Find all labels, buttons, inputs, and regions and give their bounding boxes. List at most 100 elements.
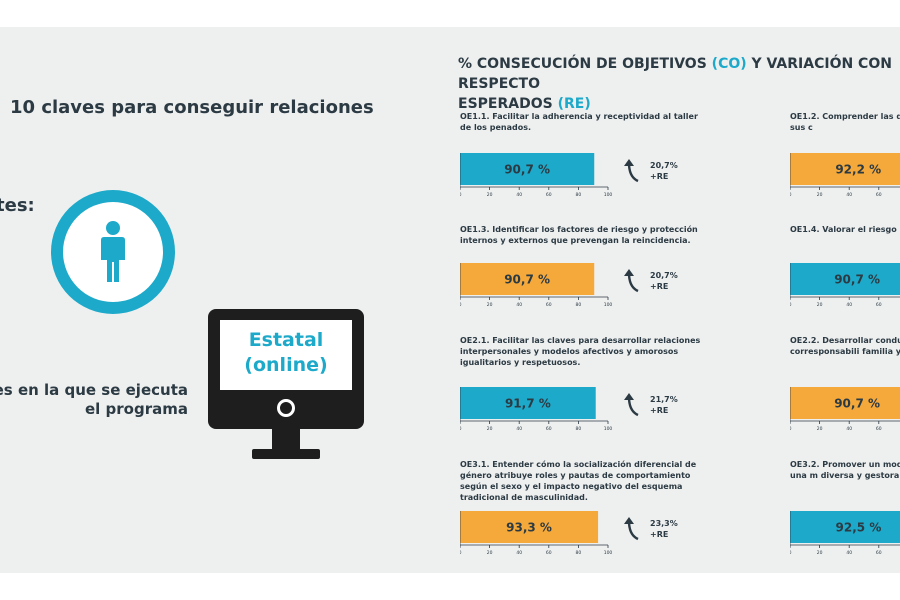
tick-label: 20 bbox=[817, 550, 823, 556]
tick-label: 0 bbox=[790, 192, 792, 198]
title-co: (CO) bbox=[711, 56, 747, 72]
tick-label: 40 bbox=[516, 302, 522, 308]
tick-label: 0 bbox=[790, 302, 792, 308]
power-button-icon bbox=[277, 399, 295, 417]
objective-bar-chart: 02040608010090,7 % bbox=[460, 153, 613, 198]
objective-bar bbox=[460, 387, 596, 419]
tick-label: 60 bbox=[876, 426, 882, 432]
objective-bar-chart: 02040608010092,5 % bbox=[790, 511, 900, 556]
re-percentage: 20,7% bbox=[650, 271, 678, 280]
tick-label: 20 bbox=[817, 192, 823, 198]
objective-label: OE1.4. Valorar el riesgo de re transcurs… bbox=[790, 225, 900, 234]
objective-card: OE3.2. Promover un modelo d actitudinal … bbox=[790, 459, 900, 573]
objective-card: OE2.1. Facilitar las claves para desarro… bbox=[460, 335, 710, 455]
tick-label: 40 bbox=[846, 426, 852, 432]
objective-bar-chart: 0 20 40 60 80 100 93,3 % bbox=[460, 511, 612, 556]
modality-label-line1: nes en la que se ejecuta bbox=[0, 381, 188, 399]
objective-card: OE1.3. Identificar los factores de riesg… bbox=[460, 224, 710, 344]
bar-value-label: 92,5 % bbox=[836, 521, 882, 535]
curved-arrow-icon bbox=[624, 269, 639, 293]
bar-value-label: 93,3 % bbox=[506, 521, 552, 535]
tick-label: 60 bbox=[546, 192, 552, 198]
tick-label: 80 bbox=[576, 550, 582, 556]
monitor-icon: Estatal (online) bbox=[208, 309, 364, 429]
objective-bar bbox=[460, 153, 595, 185]
participants-label: tes: bbox=[0, 195, 35, 216]
tick-label: 60 bbox=[546, 550, 552, 556]
objective-bar-chart: 02040608010090,7 % bbox=[790, 387, 900, 432]
title-re: (RE) bbox=[557, 96, 591, 112]
title-part1: % CONSECUCIÓN DE OBJETIVOS bbox=[458, 56, 712, 72]
tick-label: 40 bbox=[516, 192, 522, 198]
objective-bar bbox=[790, 387, 900, 419]
curved-arrow-icon bbox=[624, 517, 639, 541]
tick-label: 0 bbox=[460, 426, 462, 432]
tick-label: 80 bbox=[576, 192, 582, 198]
re-percentage: 23,3% bbox=[650, 519, 678, 528]
tick-label: 100 bbox=[604, 192, 613, 198]
tick-label: 60 bbox=[546, 426, 552, 432]
screen-text-line1: Estatal bbox=[248, 329, 324, 351]
monitor-base bbox=[252, 449, 320, 459]
tick-label: 20 bbox=[487, 302, 493, 308]
title-part3: ESPERADOS bbox=[458, 96, 558, 112]
objective-bar bbox=[790, 263, 900, 295]
objective-label: OE1.3. Identificar los factores de riesg… bbox=[460, 225, 698, 245]
curved-arrow-icon bbox=[624, 393, 639, 417]
infographic-slide: 10 claves para conseguir relaciones tes:… bbox=[0, 27, 900, 573]
objective-label: OE3.2. Promover un modelo d actitudinal … bbox=[790, 460, 900, 480]
tick-label: 0 bbox=[460, 302, 462, 308]
screen-text-line2: (online) bbox=[244, 354, 328, 376]
bar-value-label: 90,7 % bbox=[504, 163, 550, 177]
objective-bar-chart: 02040608010092,2 % bbox=[790, 153, 900, 198]
bar-value-label: 90,7 % bbox=[504, 273, 550, 287]
tick-label: 60 bbox=[876, 302, 882, 308]
title-part2: Y VARIACIÓN CON RESPECTO bbox=[458, 56, 892, 92]
tick-label: 60 bbox=[876, 550, 882, 556]
objective-card: OE3.1. Entender cómo la socialización di… bbox=[460, 459, 710, 573]
objective-bar bbox=[790, 511, 900, 543]
objective-label: OE2.2. Desarrollar conductas favorezcan … bbox=[790, 336, 900, 356]
objective-label: OE1.2. Comprender las dimen la violencia… bbox=[790, 112, 900, 132]
tick-label: 40 bbox=[516, 426, 522, 432]
objective-label: OE1.1. Facilitar la adherencia y recepti… bbox=[460, 112, 698, 132]
tick-label: 40 bbox=[846, 192, 852, 198]
tick-label: 20 bbox=[487, 426, 493, 432]
tick-label: 20 bbox=[817, 426, 823, 432]
objectives-title: % CONSECUCIÓN DE OBJETIVOS (CO) Y VARIAC… bbox=[458, 54, 900, 114]
tick-label: 40 bbox=[516, 550, 522, 556]
tick-label: 80 bbox=[576, 302, 582, 308]
re-suffix: +RE bbox=[650, 282, 669, 291]
objective-bar-chart: 0 20 40 60 80 100 91,7 % bbox=[460, 387, 613, 432]
bar-value-label: 91,7 % bbox=[505, 397, 551, 411]
person-icon bbox=[101, 221, 125, 282]
tick-label: 20 bbox=[487, 192, 493, 198]
modality-label-line2: el programa bbox=[85, 400, 188, 418]
tick-label: 60 bbox=[546, 302, 552, 308]
re-suffix: +RE bbox=[650, 172, 669, 181]
objective-label: OE3.1. Entender cómo la socialización di… bbox=[460, 460, 697, 502]
bar-value-label: 90,7 % bbox=[834, 273, 880, 287]
objective-bar bbox=[460, 511, 599, 543]
tick-label: 100 bbox=[604, 426, 613, 432]
objective-bar-chart: 02040608010090,7 % bbox=[790, 263, 900, 308]
participant-circle bbox=[51, 190, 175, 314]
objective-label: OE2.1. Facilitar las claves para desarro… bbox=[460, 336, 701, 367]
objective-bar-chart: 0 20 40 60 80 100 90,7 % bbox=[460, 263, 613, 308]
tick-label: 0 bbox=[790, 426, 792, 432]
objective-card: OE1.4. Valorar el riesgo de re transcurs… bbox=[790, 224, 900, 344]
objective-card: OE1.1. Facilitar la adherencia y recepti… bbox=[460, 111, 710, 231]
objective-card: OE1.2. Comprender las dimen la violencia… bbox=[790, 111, 900, 231]
re-suffix: +RE bbox=[650, 530, 669, 539]
re-suffix: +RE bbox=[650, 406, 669, 415]
tick-label: 80 bbox=[576, 426, 582, 432]
bar-value-label: 92,2 % bbox=[835, 163, 881, 177]
tick-label: 20 bbox=[487, 550, 493, 556]
headline: 10 claves para conseguir relaciones bbox=[10, 97, 374, 118]
tick-label: 60 bbox=[876, 192, 882, 198]
tick-label: 100 bbox=[604, 302, 613, 308]
monitor-screen: Estatal (online) bbox=[220, 320, 352, 390]
curved-arrow-icon bbox=[624, 159, 639, 183]
re-percentage: 20,7% bbox=[650, 161, 678, 170]
objective-bar bbox=[460, 263, 595, 295]
